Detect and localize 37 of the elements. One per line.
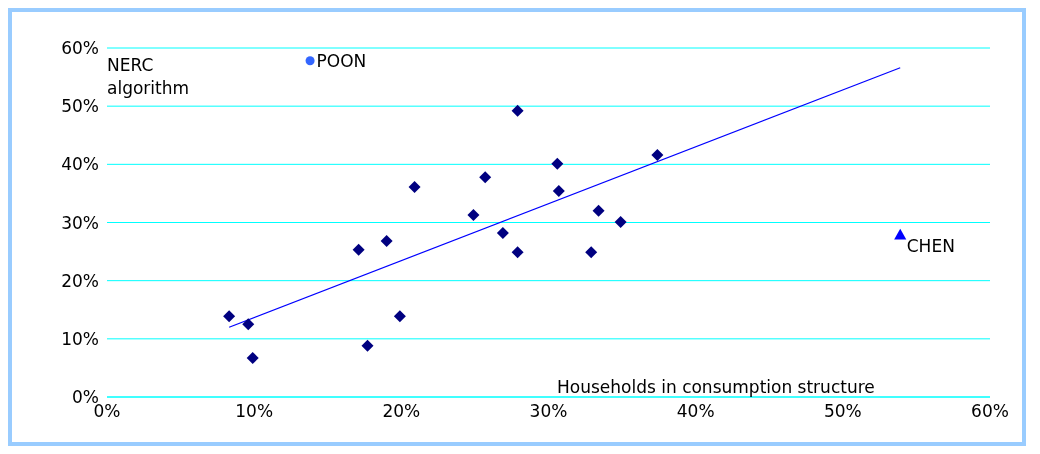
point xyxy=(246,352,259,365)
point xyxy=(496,226,509,239)
point xyxy=(467,208,480,221)
point xyxy=(408,181,421,194)
point xyxy=(380,235,393,248)
series-label: POON xyxy=(316,51,367,72)
point xyxy=(511,104,524,117)
point xyxy=(305,56,315,66)
point xyxy=(223,310,236,323)
point xyxy=(511,246,524,259)
point xyxy=(551,157,564,170)
point xyxy=(585,246,598,259)
point xyxy=(242,318,255,331)
y-tick-label: 50% xyxy=(61,96,99,117)
y-tick-label: 40% xyxy=(61,154,99,175)
x-tick-label: 60% xyxy=(971,401,1009,422)
point xyxy=(552,185,565,198)
x-tick-label: 20% xyxy=(382,401,421,422)
point xyxy=(894,228,907,240)
point xyxy=(479,171,492,184)
point xyxy=(614,215,627,228)
series-label: CHEN xyxy=(906,236,955,257)
point xyxy=(352,243,365,256)
x-tick-label: 30% xyxy=(529,401,568,422)
point xyxy=(361,339,374,352)
x-tick-label: 40% xyxy=(676,401,715,422)
y-tick-label: 20% xyxy=(61,270,99,291)
x-axis-title: Households in consumption structure xyxy=(557,377,875,397)
y-tick-label: 60% xyxy=(61,38,99,59)
y-tick-label: 30% xyxy=(61,212,99,233)
y-tick-label: 10% xyxy=(61,328,99,349)
point xyxy=(592,204,605,217)
point xyxy=(651,149,664,162)
x-tick-label: 10% xyxy=(235,401,274,422)
y-axis-title: NERC algorithm xyxy=(107,54,191,100)
x-tick-label: 50% xyxy=(823,401,862,422)
point xyxy=(393,310,406,323)
